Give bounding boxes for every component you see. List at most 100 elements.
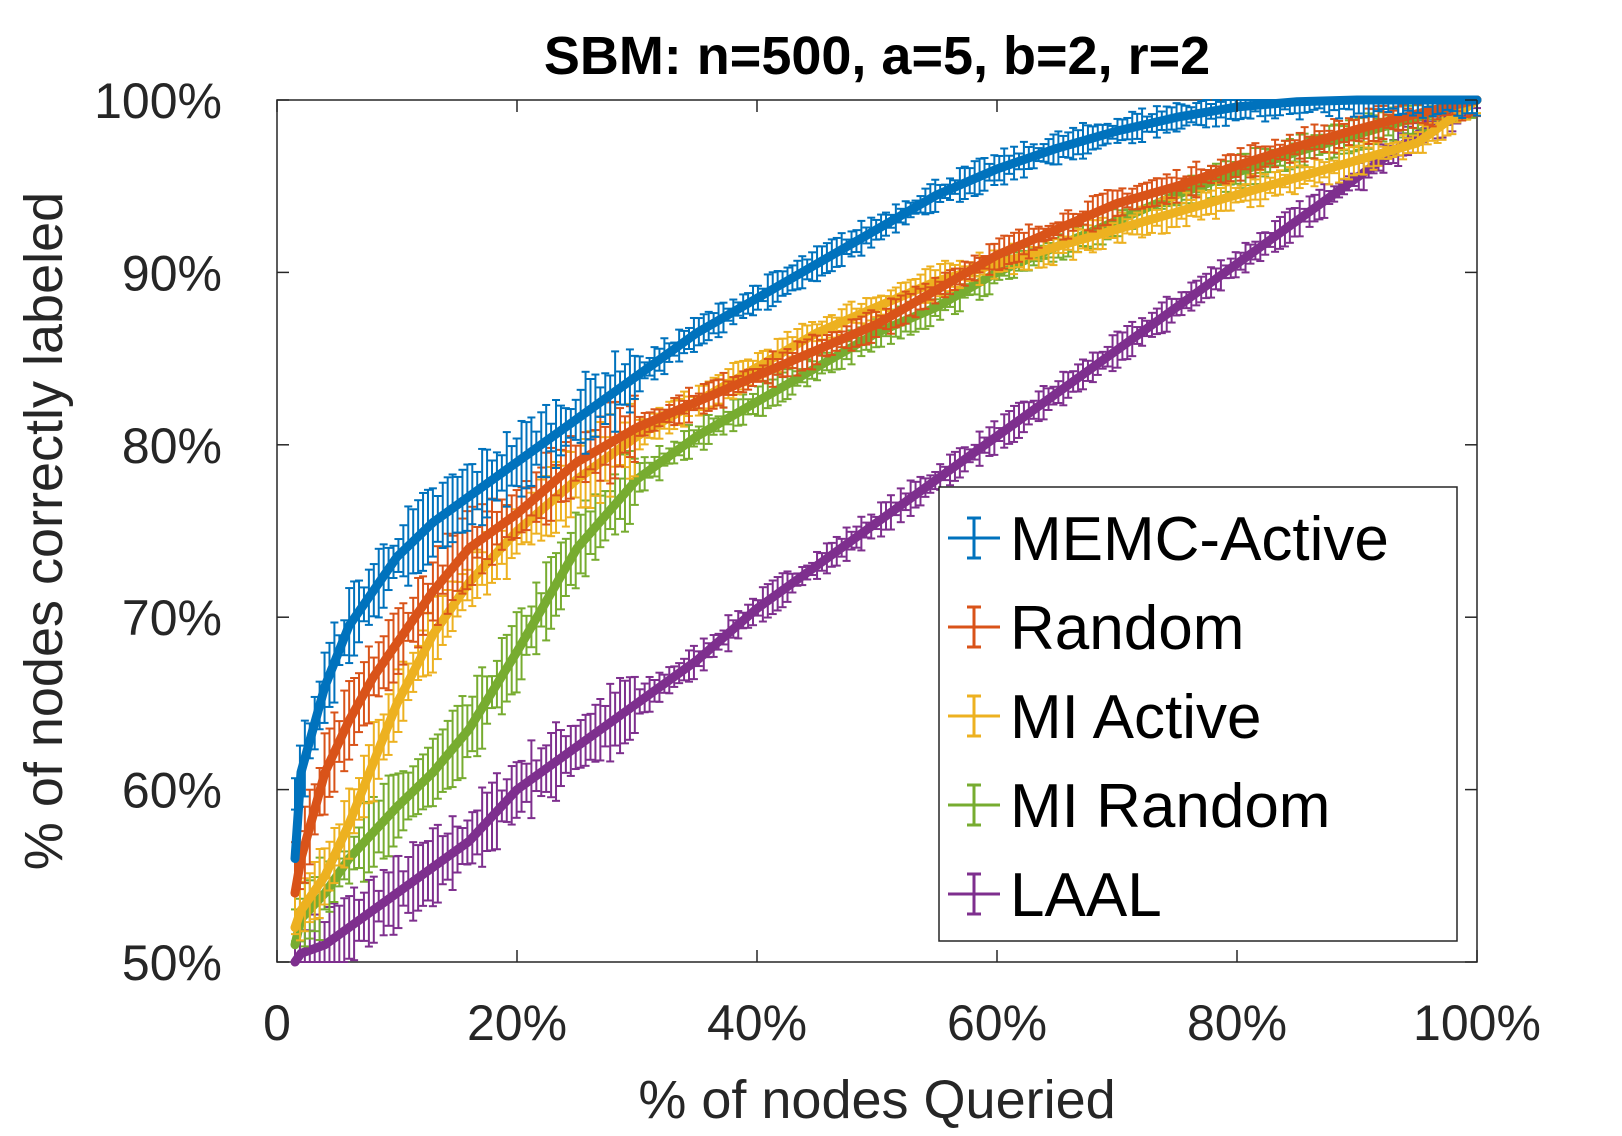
data-point [369, 587, 377, 596]
data-point [573, 458, 581, 467]
data-point [1233, 259, 1241, 268]
data-point [1293, 97, 1301, 106]
data-point [1113, 225, 1121, 234]
data-point [753, 371, 761, 380]
legend-item: MI Active [948, 683, 1262, 752]
data-point [345, 621, 353, 630]
data-point [1173, 182, 1181, 191]
legend-item: MEMC-Active [948, 505, 1389, 574]
data-point [1113, 199, 1121, 208]
data-point [465, 492, 473, 501]
data-point [291, 940, 299, 949]
data-point [753, 294, 761, 303]
data-point [873, 302, 881, 311]
data-point [1053, 389, 1061, 398]
data-point [1053, 225, 1061, 234]
legend-label: MEMC-Active [1010, 505, 1389, 574]
data-point [393, 552, 401, 561]
data-point [465, 725, 473, 734]
data-point [993, 164, 1001, 173]
data-point [291, 958, 299, 966]
data-point [573, 742, 581, 751]
data-point [513, 458, 521, 467]
y-tick-label: 80% [122, 418, 222, 474]
legend-label: LAAL [1010, 861, 1162, 930]
data-point [321, 871, 329, 880]
data-point [1293, 173, 1301, 182]
legend: MEMC-Active Random MI Active MI Random LAAL [938, 486, 1458, 942]
legend-label: MI Random [1010, 772, 1330, 841]
data-point [1113, 127, 1121, 136]
data-point [1353, 96, 1361, 104]
data-point [1113, 345, 1121, 354]
data-point [513, 647, 521, 656]
y-tick-label: 90% [122, 245, 222, 301]
data-point [933, 285, 941, 294]
data-point [813, 345, 821, 354]
x-tick-label: 40% [707, 995, 807, 1051]
data-point [297, 768, 305, 777]
x-tick-label: 20% [467, 995, 567, 1051]
data-point [297, 949, 305, 958]
legend-item: MI Random [948, 772, 1330, 841]
data-point [693, 432, 701, 441]
data-point [513, 785, 521, 794]
legend-label: MI Active [1010, 683, 1262, 752]
data-point [693, 656, 701, 665]
data-point [369, 759, 377, 768]
y-tick-label: 70% [122, 590, 222, 646]
y-tick-label: 50% [122, 935, 222, 991]
data-point [1173, 302, 1181, 311]
data-point [1053, 242, 1061, 251]
data-point [1173, 208, 1181, 217]
data-point [693, 328, 701, 337]
data-point [291, 854, 299, 863]
data-point [429, 630, 437, 639]
data-point [321, 682, 329, 691]
data-point [813, 561, 821, 570]
x-axis-label: % of nodes Queried [638, 1070, 1115, 1130]
data-point [429, 587, 437, 596]
data-point [429, 518, 437, 527]
legend-box [938, 486, 1458, 942]
data-point [1053, 144, 1061, 153]
data-point [345, 923, 353, 932]
y-tick-label: 100% [94, 73, 222, 129]
legend-label: Random [1010, 594, 1244, 663]
data-point [993, 251, 1001, 260]
data-point [933, 475, 941, 484]
series-laal [290, 95, 1482, 967]
data-point [1233, 190, 1241, 199]
data-point [1413, 96, 1421, 104]
legend-item: LAAL [948, 861, 1162, 930]
data-point [291, 889, 299, 898]
data-point [1353, 156, 1361, 165]
data-point [345, 716, 353, 725]
data-point [465, 837, 473, 846]
data-point [297, 906, 305, 915]
data-point [573, 414, 581, 423]
data-point [369, 906, 377, 915]
data-point [393, 889, 401, 898]
data-point [1353, 125, 1361, 134]
x-tick-label: 60% [947, 995, 1047, 1051]
data-point [873, 225, 881, 234]
data-point [369, 673, 377, 682]
data-point [633, 371, 641, 380]
data-point [1293, 142, 1301, 151]
data-point [1173, 113, 1181, 122]
data-point [321, 940, 329, 949]
data-point [633, 699, 641, 708]
y-tick-label: 60% [122, 763, 222, 819]
series-layer [290, 95, 1482, 967]
tick-layer: 0 20% 40% 60% 80% 100% 50% 60% 70% 80% 90% 100% [94, 73, 1541, 1051]
data-point [513, 509, 521, 518]
data-point [933, 302, 941, 311]
data-point [693, 397, 701, 406]
data-point [993, 432, 1001, 441]
y-axis-label: % of nodes correctly labeled [14, 192, 74, 870]
data-point [393, 802, 401, 811]
data-point [393, 639, 401, 648]
data-point [753, 604, 761, 613]
